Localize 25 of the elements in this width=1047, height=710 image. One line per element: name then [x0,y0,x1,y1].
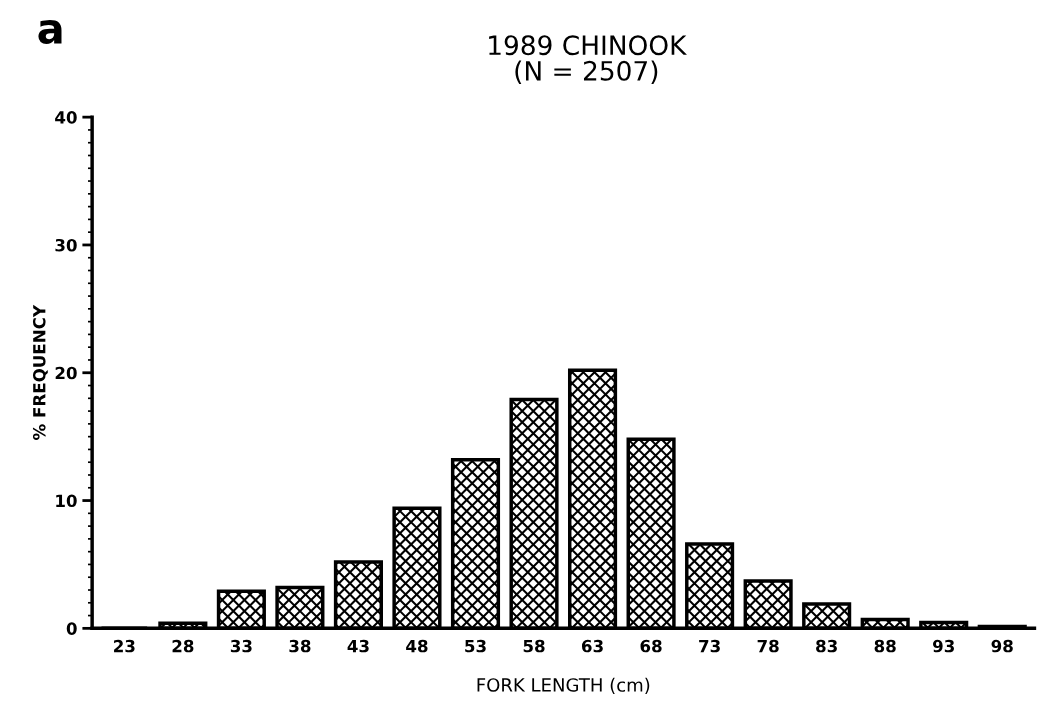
x-tick-label: 68 [640,639,662,653]
x-tick-label: 63 [581,639,603,653]
x-tick-label: 73 [699,639,720,653]
x-axis-title: FORK LENGTH (cm) [477,677,650,694]
chart-title: 1989 CHINOOK (N = 2507) [489,35,687,84]
y-tick-label: 40 [55,111,77,124]
x-tick-label: 88 [874,639,896,653]
x-tick-label: 53 [465,639,486,653]
x-tick-label: 38 [289,639,311,653]
x-tick-label: 43 [347,639,369,653]
x-tick-label: 98 [991,639,1013,653]
y-tick-label: 30 [55,238,77,252]
x-tick-label: 48 [406,639,428,653]
text: a [38,20,62,45]
x-tick-label: 83 [816,639,837,653]
x-tick-label: 28 [172,639,194,653]
x-tick-label: 33 [230,639,252,653]
y-axis-title: % FREQUENCY [32,304,48,440]
x-tick-label: 93 [932,639,954,653]
x-tick-label: 23 [114,639,135,653]
y-tick-label: 0 [66,622,77,635]
x-tick-label: 78 [757,639,779,653]
y-tick-label: 10 [56,494,77,508]
x-tick-label: 58 [523,639,545,653]
y-tick-label: 20 [55,366,77,380]
